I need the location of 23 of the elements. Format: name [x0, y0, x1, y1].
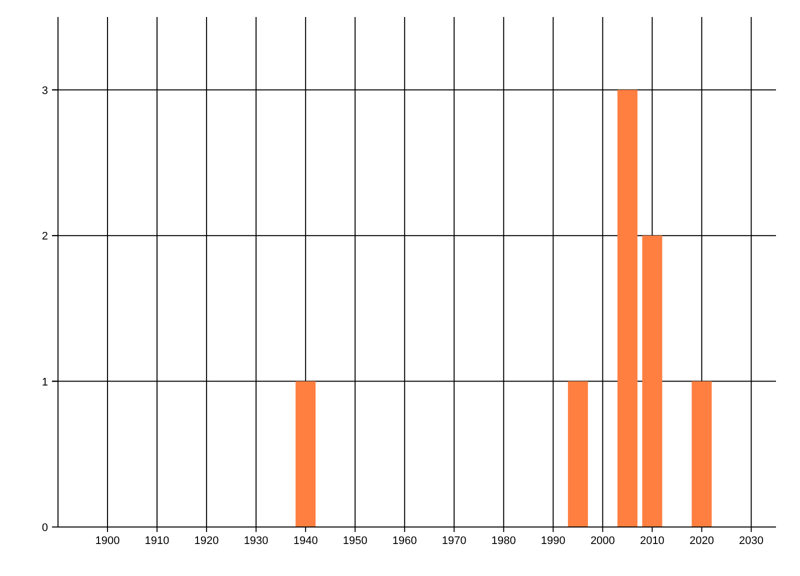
x-tick-label: 2000	[590, 535, 615, 547]
x-tick-label: 1920	[194, 535, 219, 547]
x-tick-label: 2030	[739, 535, 764, 547]
y-tick-label: 3	[42, 84, 48, 97]
x-tick-label: 1960	[392, 535, 417, 547]
x-tick-label: 2020	[689, 535, 714, 547]
bar	[617, 90, 638, 527]
x-tick-label: 1900	[95, 535, 120, 547]
x-tick-label: 1930	[244, 535, 268, 547]
x-tick-label: 1980	[491, 535, 516, 547]
x-tick-label: 1940	[293, 535, 318, 547]
bar	[568, 381, 588, 527]
y-tick-label: 1	[42, 376, 48, 388]
x-tick-label: 2010	[640, 535, 664, 547]
bar	[642, 236, 662, 527]
x-tick-label: 1990	[540, 535, 566, 547]
bar	[296, 381, 316, 527]
y-tick-label: 0	[42, 522, 48, 534]
bar	[692, 381, 712, 527]
x-tick-label: 1950	[342, 535, 368, 547]
x-tick-label: 1970	[442, 535, 466, 547]
y-tick-label: 2	[42, 230, 48, 243]
x-tick-label: 1910	[144, 535, 170, 547]
